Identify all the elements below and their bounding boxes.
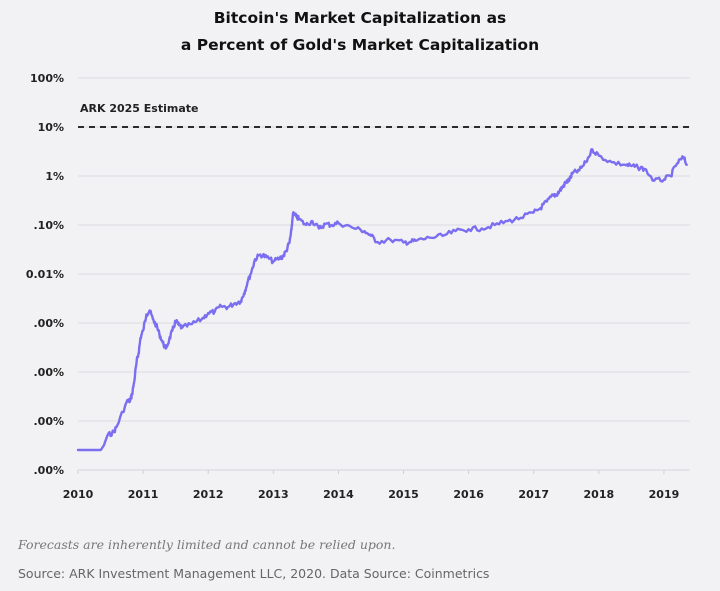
y-tick-label: .00%: [33, 415, 64, 428]
y-tick-label: .10%: [33, 219, 64, 232]
x-tick-label: 2016: [453, 488, 484, 501]
y-tick-label: 0.01%: [26, 268, 64, 281]
x-tick-label: 2013: [258, 488, 289, 501]
grid: [78, 77, 690, 471]
y-tick-label: 10%: [38, 121, 64, 134]
series-line-bitcoin-vs-gold: [76, 148, 688, 452]
x-tick-label: 2017: [518, 488, 549, 501]
footnote: Forecasts are inherently limited and can…: [18, 537, 396, 552]
chart-title-line-2: a Percent of Gold's Market Capitalizatio…: [181, 36, 539, 54]
x-tick-label: 2012: [193, 488, 224, 501]
x-axis: 2010 2011 2012 2013 2014 2015 2016 2017 2018 2019: [63, 470, 680, 501]
y-tick-label: 100%: [30, 72, 64, 85]
x-tick-label: 2015: [388, 488, 419, 501]
y-axis: 100% 10% 1% .10% 0.01% .00% .00% .00% .00%: [26, 72, 64, 477]
source-note: Source: ARK Investment Management LLC, 2…: [18, 566, 490, 581]
chart-title-line-1: Bitcoin's Market Capitalization as: [214, 9, 507, 27]
ark-2025-estimate-label: ARK 2025 Estimate: [80, 102, 198, 115]
x-tick-label: 2018: [584, 488, 615, 501]
y-tick-label: .00%: [33, 464, 64, 477]
x-tick-label: 2011: [128, 488, 159, 501]
y-tick-label: .00%: [33, 317, 64, 330]
x-tick-label: 2010: [63, 488, 94, 501]
y-tick-label: 1%: [45, 170, 64, 183]
y-tick-label: .00%: [33, 366, 64, 379]
x-tick-label: 2014: [323, 488, 354, 501]
x-tick-label: 2019: [649, 488, 680, 501]
